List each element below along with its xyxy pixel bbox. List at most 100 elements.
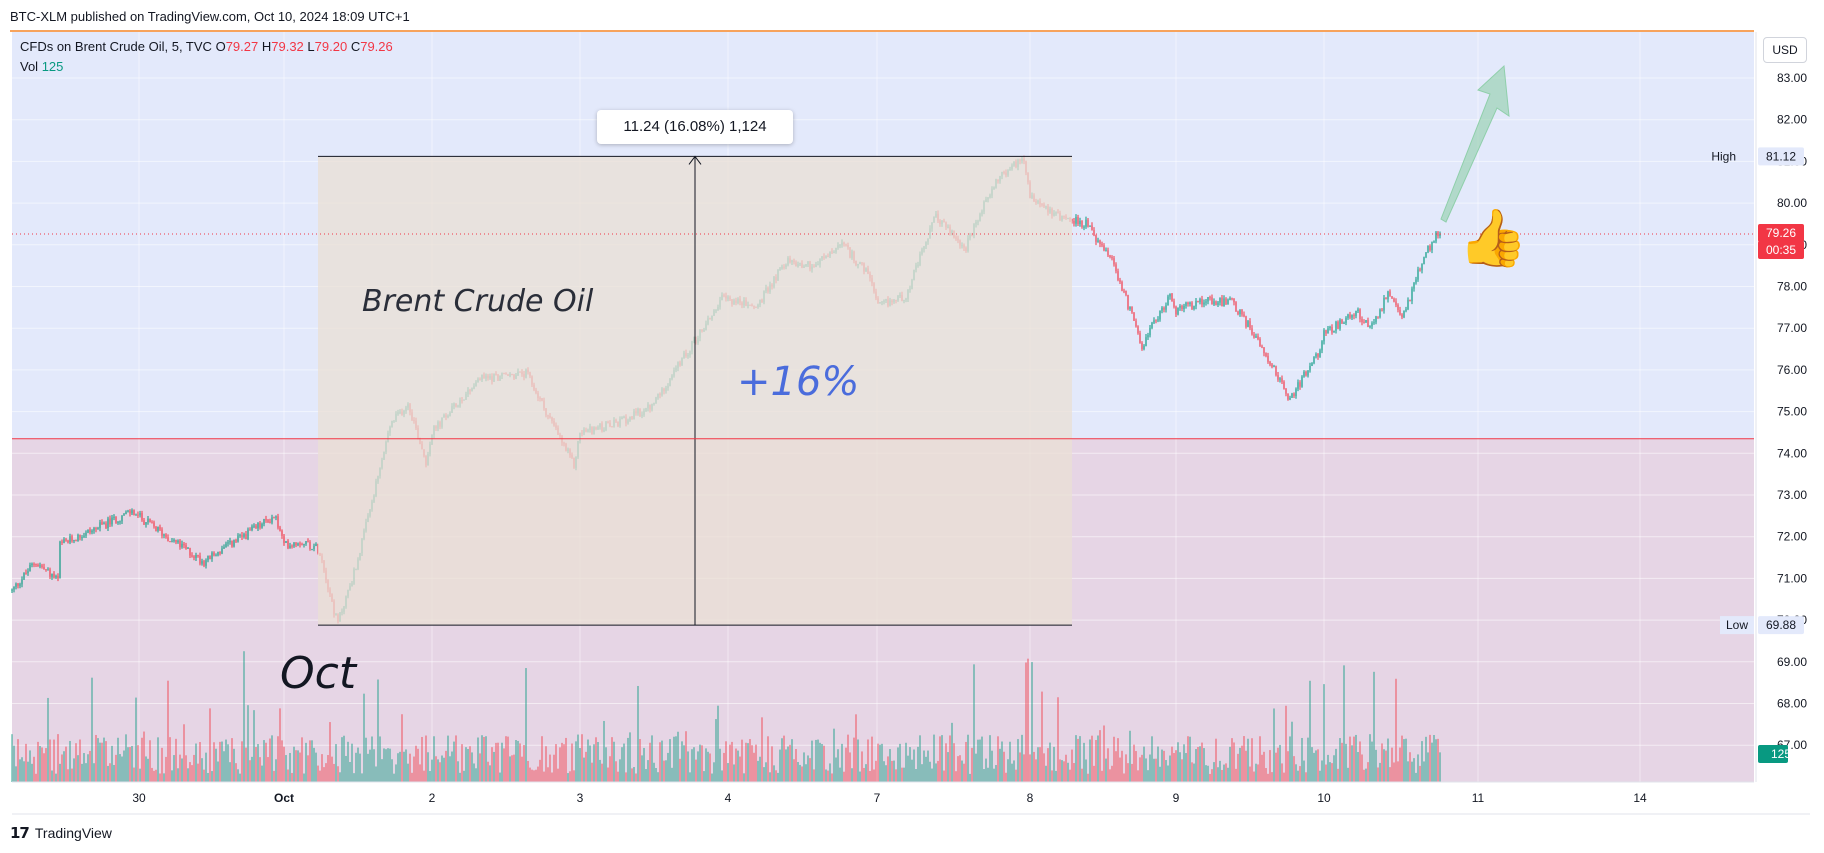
candle-body bbox=[299, 543, 301, 545]
volume-bar bbox=[1303, 760, 1305, 782]
volume-bar bbox=[499, 772, 501, 782]
volume-bar bbox=[1361, 754, 1363, 782]
volume-bar bbox=[607, 767, 609, 782]
volume-bar bbox=[1093, 765, 1095, 782]
candle-body bbox=[1089, 225, 1091, 227]
volume-bar bbox=[1161, 749, 1163, 782]
candle-body bbox=[257, 522, 259, 529]
volume-bar bbox=[871, 736, 873, 782]
volume-bar bbox=[1113, 736, 1115, 782]
candle-body bbox=[1131, 306, 1133, 313]
volume-bar bbox=[395, 764, 397, 782]
volume-bar bbox=[11, 734, 13, 782]
volume-bar bbox=[279, 708, 281, 782]
volume-bar bbox=[1171, 746, 1173, 782]
candle-body bbox=[1091, 225, 1093, 231]
volume-bar bbox=[655, 767, 657, 782]
volume-bar bbox=[247, 705, 249, 782]
volume-bar bbox=[913, 749, 915, 782]
candle-body bbox=[1173, 301, 1175, 307]
volume-bar bbox=[1333, 755, 1335, 782]
volume-bar bbox=[917, 746, 919, 782]
volume-bar bbox=[1247, 738, 1249, 782]
volume-bar bbox=[421, 736, 423, 782]
volume-bar bbox=[1035, 759, 1037, 782]
volume-bar bbox=[1313, 752, 1315, 782]
candle-body bbox=[1177, 307, 1179, 315]
volume-bar bbox=[215, 748, 217, 782]
volume-bar bbox=[999, 748, 1001, 782]
candle-body bbox=[311, 549, 313, 551]
volume-bar bbox=[415, 745, 417, 782]
volume-badge: 125 bbox=[1758, 745, 1791, 763]
volume-bar bbox=[577, 734, 579, 782]
volume-bar bbox=[331, 756, 333, 782]
candle-body bbox=[315, 544, 317, 547]
volume-bar bbox=[531, 769, 533, 782]
candle-body bbox=[255, 525, 257, 529]
volume-bar bbox=[75, 743, 77, 782]
volume-bar bbox=[665, 760, 667, 782]
volume-bar bbox=[861, 751, 863, 782]
volume-bar bbox=[679, 758, 681, 782]
tradingview-logo[interactable]: 𝟭𝟳 TradingView bbox=[10, 824, 112, 842]
volume-bar bbox=[793, 759, 795, 782]
volume-bar bbox=[827, 770, 829, 782]
volume-bar bbox=[1039, 747, 1041, 782]
candle-body bbox=[1419, 269, 1421, 271]
volume-bar bbox=[773, 765, 775, 782]
volume-bar bbox=[551, 772, 553, 782]
volume-bar bbox=[811, 740, 813, 782]
candle-body bbox=[29, 564, 31, 572]
candle-body bbox=[215, 555, 217, 557]
time-tick: 2 bbox=[429, 791, 436, 805]
volume-bar bbox=[1369, 734, 1371, 782]
candle-body bbox=[175, 539, 177, 543]
candle-body bbox=[307, 541, 309, 543]
candle-body bbox=[221, 548, 223, 554]
price-tick: 83.00 bbox=[1777, 71, 1807, 85]
volume-bar bbox=[805, 764, 807, 782]
candle-body bbox=[1183, 305, 1185, 310]
volume-bar bbox=[561, 742, 563, 782]
candle-body bbox=[1075, 217, 1077, 224]
volume-bar bbox=[1285, 705, 1287, 782]
volume-bar bbox=[677, 731, 679, 782]
volume-bar bbox=[289, 752, 291, 782]
volume-bar bbox=[1159, 766, 1161, 782]
candle-body bbox=[1109, 255, 1111, 257]
candle-body bbox=[1257, 336, 1259, 340]
volume-bar bbox=[13, 745, 15, 782]
symbol-name[interactable]: CFDs on Brent Crude Oil, 5, TVC bbox=[20, 39, 212, 54]
candle-body bbox=[1111, 256, 1113, 259]
volume-bar bbox=[325, 763, 327, 782]
candle-body bbox=[267, 520, 269, 522]
currency-button[interactable]: USD bbox=[1763, 37, 1807, 63]
volume-bar bbox=[1411, 761, 1413, 782]
volume-bar bbox=[903, 767, 905, 782]
candle-body bbox=[1169, 293, 1171, 297]
volume-bar bbox=[1147, 770, 1149, 782]
volume-bar bbox=[1233, 742, 1235, 782]
candle-body bbox=[179, 540, 181, 548]
volume-bar bbox=[799, 764, 801, 782]
volume-bar bbox=[851, 768, 853, 782]
volume-bar bbox=[723, 752, 725, 782]
volume-bar bbox=[27, 761, 29, 782]
volume-bar bbox=[167, 680, 169, 782]
candle-body bbox=[107, 518, 109, 528]
volume-bar bbox=[1277, 747, 1279, 782]
volume-bar bbox=[787, 746, 789, 782]
volume-bar bbox=[71, 768, 73, 782]
high-value-badge-text: 81.12 bbox=[1766, 149, 1796, 163]
volume-bar bbox=[989, 735, 991, 782]
candle-body bbox=[1325, 330, 1327, 334]
volume-bar bbox=[1241, 745, 1243, 782]
candle-body bbox=[283, 535, 285, 543]
candle-body bbox=[145, 522, 147, 525]
volume-bar bbox=[473, 763, 475, 782]
volume-bar bbox=[959, 755, 961, 782]
volume-bar bbox=[1049, 742, 1051, 782]
volume-bar bbox=[455, 735, 457, 782]
